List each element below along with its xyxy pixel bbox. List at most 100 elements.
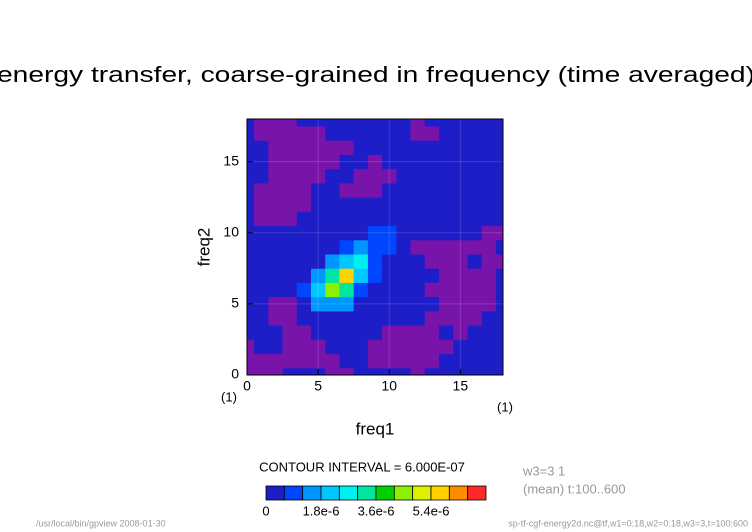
- contour-cell: [439, 225, 454, 241]
- contour-cell: [282, 183, 298, 198]
- x-tick-label: 0: [243, 378, 251, 394]
- contour-cell: [282, 353, 298, 369]
- contour-cell: [311, 268, 326, 283]
- contour-cell: [254, 367, 269, 375]
- contour-cell: [254, 140, 269, 155]
- contour-cell: [495, 268, 503, 283]
- contour-cell: [339, 325, 355, 340]
- contour-cell: [396, 311, 411, 326]
- contour-cell: [453, 126, 468, 141]
- contour-cell: [339, 154, 355, 170]
- contour-cell: [382, 197, 397, 212]
- contour-cell: [410, 225, 426, 241]
- contour-cell: [481, 197, 497, 212]
- contour-cell: [353, 353, 369, 369]
- contour-cell: [367, 168, 383, 184]
- contour-cell: [325, 225, 340, 241]
- contour-cell: [453, 325, 468, 340]
- info-line: w3=3 1: [522, 463, 565, 478]
- contour-cell: [424, 168, 440, 184]
- contour-cell: [467, 254, 483, 269]
- contour-cell: [396, 183, 411, 198]
- contour-cell: [481, 140, 497, 155]
- contour-cell: [467, 154, 483, 170]
- contour-cell: [396, 154, 411, 170]
- contour-cell: [311, 140, 326, 155]
- contour-cell: [396, 268, 411, 283]
- y-tick-label: 0: [231, 366, 239, 382]
- contour-cell: [254, 268, 269, 283]
- contour-cell: [325, 353, 340, 369]
- y-tick-label: 15: [223, 152, 239, 168]
- y-tick-label: 5: [231, 295, 239, 311]
- contour-cell: [247, 311, 255, 326]
- contour-cell: [325, 339, 340, 355]
- contour-cell: [382, 339, 397, 355]
- contour-cell: [296, 282, 312, 298]
- contour-cell: [339, 282, 355, 298]
- contour-cell: [467, 168, 483, 184]
- contour-cell: [424, 225, 440, 241]
- contour-cell: [268, 197, 283, 212]
- contour-cell: [254, 119, 269, 127]
- contour-cell: [311, 119, 326, 127]
- contour-cell: [296, 154, 312, 170]
- contour-cell: [495, 254, 503, 269]
- contour-cell: [311, 197, 326, 212]
- contour-cell: [339, 339, 355, 355]
- contour-cell: [325, 197, 340, 212]
- contour-cell: [367, 211, 383, 227]
- contour-cell: [353, 339, 369, 355]
- contour-cell: [439, 183, 454, 198]
- contour-cell: [382, 119, 397, 127]
- contour-cell: [367, 197, 383, 212]
- x-unit: (1): [497, 399, 513, 414]
- chart-title: energy transfer, coarse-grained in frequ…: [0, 62, 752, 87]
- contour-cell: [495, 119, 503, 127]
- contour-cell: [396, 296, 411, 312]
- colorbar-tick-label: 1.8e-6: [303, 503, 340, 518]
- contour-cell: [382, 282, 397, 298]
- contour-cell: [367, 254, 383, 269]
- contour-cell: [410, 367, 426, 375]
- contour-cell: [424, 239, 440, 255]
- contour-cell: [467, 140, 483, 155]
- contour-cell: [453, 239, 468, 255]
- plot-frame: [246, 118, 504, 376]
- contour-cell: [495, 140, 503, 155]
- contour-cell: [382, 239, 397, 255]
- contour-cell: [296, 311, 312, 326]
- contour-cell: [382, 296, 397, 312]
- contour-cell: [467, 339, 483, 355]
- contour-cell: [481, 239, 497, 255]
- contour-cell: [439, 296, 454, 312]
- contour-cell: [424, 282, 440, 298]
- contour-cell: [495, 282, 503, 298]
- contour-cell: [254, 183, 269, 198]
- x-tick-label: 10: [381, 378, 397, 394]
- contour-cell: [424, 353, 440, 369]
- contour-cell: [410, 154, 426, 170]
- contour-cell: [339, 254, 355, 269]
- contour-cell: [481, 367, 497, 375]
- contour-cell: [396, 339, 411, 355]
- contour-cell: [282, 211, 298, 227]
- contour-cell: [282, 119, 298, 127]
- contour-cell: [247, 239, 255, 255]
- contour-cell: [481, 183, 497, 198]
- contour-cell: [467, 353, 483, 369]
- contour-cell: [353, 119, 369, 127]
- colorbar-box: [265, 485, 285, 501]
- contour-cell: [396, 126, 411, 141]
- contour-cell: [439, 211, 454, 227]
- contour-cell: [339, 268, 355, 283]
- contour-cell: [268, 119, 283, 127]
- contour-cell: [410, 282, 426, 298]
- contour-cell: [481, 296, 497, 312]
- contour-cell: [254, 225, 269, 241]
- contour-cell: [453, 296, 468, 312]
- contour-cell: [325, 311, 340, 326]
- contour-cell: [396, 325, 411, 340]
- contour-cell: [410, 254, 426, 269]
- colorbar-box: [357, 485, 377, 501]
